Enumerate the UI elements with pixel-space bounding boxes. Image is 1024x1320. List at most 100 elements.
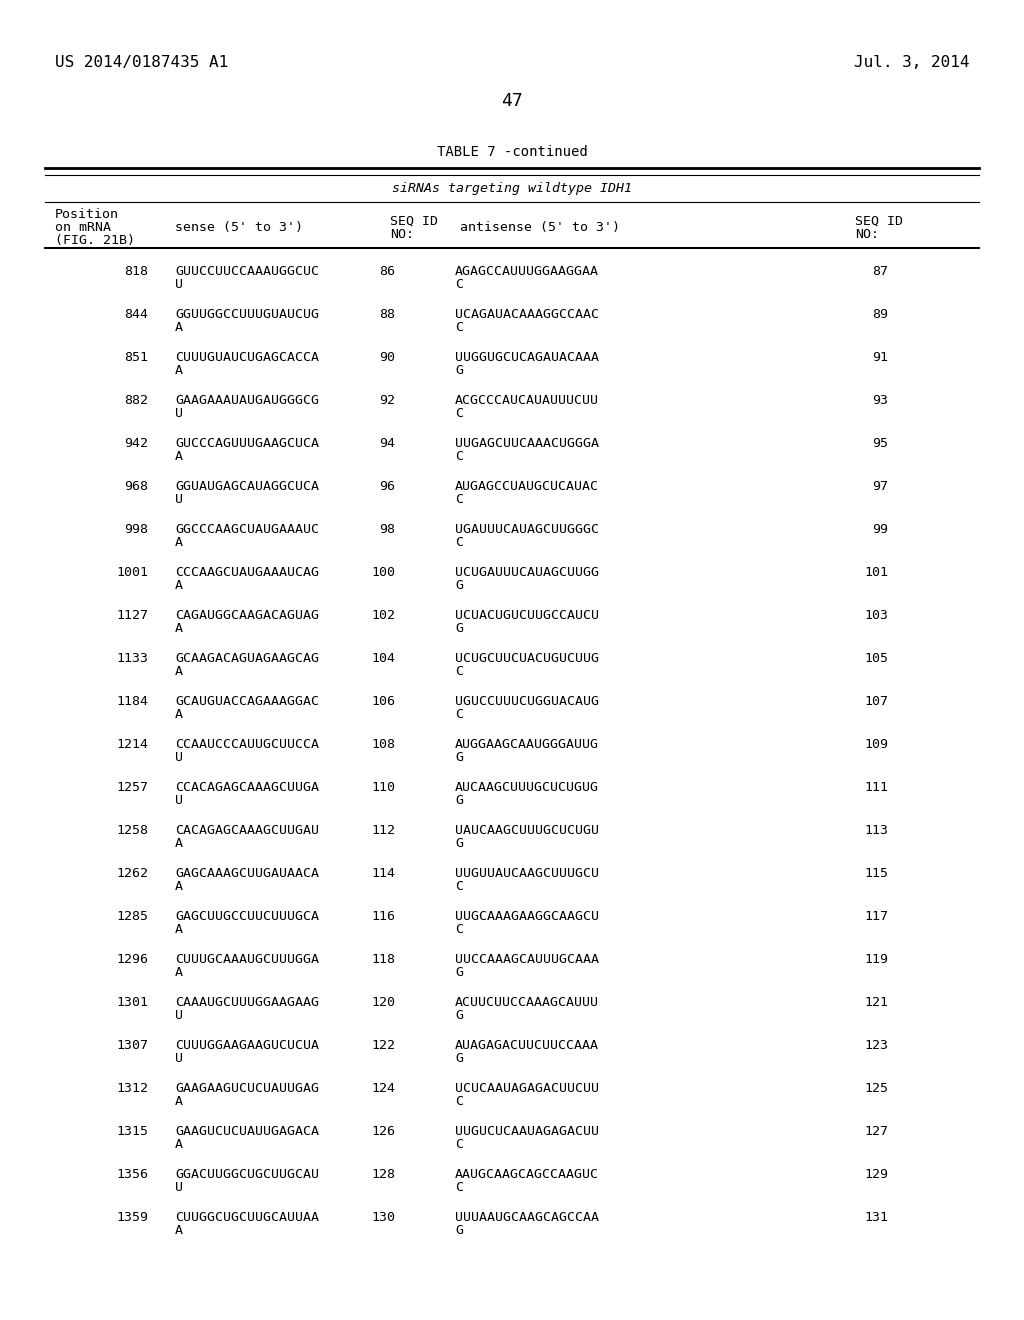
Text: 103: 103 <box>864 609 888 622</box>
Text: U: U <box>175 407 183 420</box>
Text: UGUCCUUUCUGGUACAUG: UGUCCUUUCUGGUACAUG <box>455 696 599 708</box>
Text: 90: 90 <box>379 351 395 364</box>
Text: 1315: 1315 <box>116 1125 148 1138</box>
Text: G: G <box>455 751 463 764</box>
Text: 942: 942 <box>124 437 148 450</box>
Text: 114: 114 <box>371 867 395 880</box>
Text: 115: 115 <box>864 867 888 880</box>
Text: G: G <box>455 364 463 378</box>
Text: C: C <box>455 923 463 936</box>
Text: 88: 88 <box>379 308 395 321</box>
Text: 118: 118 <box>371 953 395 966</box>
Text: UUUAAUGCAAGCAGCCAA: UUUAAUGCAAGCAGCCAA <box>455 1210 599 1224</box>
Text: U: U <box>175 1181 183 1195</box>
Text: G: G <box>455 837 463 850</box>
Text: C: C <box>455 407 463 420</box>
Text: 1001: 1001 <box>116 566 148 579</box>
Text: C: C <box>455 450 463 463</box>
Text: (FIG. 21B): (FIG. 21B) <box>55 234 135 247</box>
Text: 47: 47 <box>501 92 523 110</box>
Text: sense (5' to 3'): sense (5' to 3') <box>175 220 303 234</box>
Text: U: U <box>175 492 183 506</box>
Text: CAGAUGGCAAGACAGUAG: CAGAUGGCAAGACAGUAG <box>175 609 319 622</box>
Text: TABLE 7 -continued: TABLE 7 -continued <box>436 145 588 158</box>
Text: A: A <box>175 579 183 591</box>
Text: ACUUCUUCCAAAGCAUUU: ACUUCUUCCAAAGCAUUU <box>455 997 599 1008</box>
Text: 89: 89 <box>872 308 888 321</box>
Text: 93: 93 <box>872 393 888 407</box>
Text: 86: 86 <box>379 265 395 279</box>
Text: 1296: 1296 <box>116 953 148 966</box>
Text: UCUACUGUCUUGCCAUCU: UCUACUGUCUUGCCAUCU <box>455 609 599 622</box>
Text: CAAAUGCUUUGGAAGAAG: CAAAUGCUUUGGAAGAAG <box>175 997 319 1008</box>
Text: 1262: 1262 <box>116 867 148 880</box>
Text: GGACUUGGCUGCUUGCAU: GGACUUGGCUGCUUGCAU <box>175 1168 319 1181</box>
Text: G: G <box>455 1008 463 1022</box>
Text: G: G <box>455 622 463 635</box>
Text: 109: 109 <box>864 738 888 751</box>
Text: GUUCCUUCCAAAUGGCUC: GUUCCUUCCAAAUGGCUC <box>175 265 319 279</box>
Text: A: A <box>175 536 183 549</box>
Text: UGAUUUCAUAGCUUGGGC: UGAUUUCAUAGCUUGGGC <box>455 523 599 536</box>
Text: U: U <box>175 279 183 290</box>
Text: 94: 94 <box>379 437 395 450</box>
Text: SEQ ID: SEQ ID <box>390 215 438 228</box>
Text: 97: 97 <box>872 480 888 492</box>
Text: A: A <box>175 837 183 850</box>
Text: UUGCAAAGAAGGCAAGCU: UUGCAAAGAAGGCAAGCU <box>455 909 599 923</box>
Text: 120: 120 <box>371 997 395 1008</box>
Text: U: U <box>175 1008 183 1022</box>
Text: UUGUUAUCAAGCUUUGCU: UUGUUAUCAAGCUUUGCU <box>455 867 599 880</box>
Text: UCUGAUUUCAUAGCUUGG: UCUGAUUUCAUAGCUUGG <box>455 566 599 579</box>
Text: GGCCCAAGCUAUGAAAUC: GGCCCAAGCUAUGAAAUC <box>175 523 319 536</box>
Text: AUCAAGCUUUGCUCUGUG: AUCAAGCUUUGCUCUGUG <box>455 781 599 795</box>
Text: SEQ ID: SEQ ID <box>855 215 903 228</box>
Text: 104: 104 <box>371 652 395 665</box>
Text: G: G <box>455 1052 463 1065</box>
Text: GAAGUCUCUAUUGAGACA: GAAGUCUCUAUUGAGACA <box>175 1125 319 1138</box>
Text: U: U <box>175 795 183 807</box>
Text: A: A <box>175 966 183 979</box>
Text: C: C <box>455 321 463 334</box>
Text: 130: 130 <box>371 1210 395 1224</box>
Text: G: G <box>455 1224 463 1237</box>
Text: 1359: 1359 <box>116 1210 148 1224</box>
Text: US 2014/0187435 A1: US 2014/0187435 A1 <box>55 55 228 70</box>
Text: C: C <box>455 1181 463 1195</box>
Text: 844: 844 <box>124 308 148 321</box>
Text: 99: 99 <box>872 523 888 536</box>
Text: A: A <box>175 450 183 463</box>
Text: 113: 113 <box>864 824 888 837</box>
Text: 125: 125 <box>864 1082 888 1096</box>
Text: 91: 91 <box>872 351 888 364</box>
Text: 101: 101 <box>864 566 888 579</box>
Text: UAUCAAGCUUUGCUCUGU: UAUCAAGCUUUGCUCUGU <box>455 824 599 837</box>
Text: C: C <box>455 1138 463 1151</box>
Text: 129: 129 <box>864 1168 888 1181</box>
Text: UUGAGCUUCAAACUGGGA: UUGAGCUUCAAACUGGGA <box>455 437 599 450</box>
Text: U: U <box>175 751 183 764</box>
Text: 92: 92 <box>379 393 395 407</box>
Text: antisense (5' to 3'): antisense (5' to 3') <box>460 220 620 234</box>
Text: 968: 968 <box>124 480 148 492</box>
Text: 998: 998 <box>124 523 148 536</box>
Text: GAAGAAAUAUGAUGGGCG: GAAGAAAUAUGAUGGGCG <box>175 393 319 407</box>
Text: GGUUGGCCUUUGUAUCUG: GGUUGGCCUUUGUAUCUG <box>175 308 319 321</box>
Text: 95: 95 <box>872 437 888 450</box>
Text: A: A <box>175 923 183 936</box>
Text: 1214: 1214 <box>116 738 148 751</box>
Text: 1307: 1307 <box>116 1039 148 1052</box>
Text: 102: 102 <box>371 609 395 622</box>
Text: A: A <box>175 622 183 635</box>
Text: siRNAs targeting wildtype IDH1: siRNAs targeting wildtype IDH1 <box>392 182 632 195</box>
Text: 98: 98 <box>379 523 395 536</box>
Text: 108: 108 <box>371 738 395 751</box>
Text: GAAGAAGUCUCUAUUGAG: GAAGAAGUCUCUAUUGAG <box>175 1082 319 1096</box>
Text: A: A <box>175 665 183 678</box>
Text: C: C <box>455 665 463 678</box>
Text: CUUUGUAUCUGAGCACCA: CUUUGUAUCUGAGCACCA <box>175 351 319 364</box>
Text: 882: 882 <box>124 393 148 407</box>
Text: 119: 119 <box>864 953 888 966</box>
Text: 1356: 1356 <box>116 1168 148 1181</box>
Text: 127: 127 <box>864 1125 888 1138</box>
